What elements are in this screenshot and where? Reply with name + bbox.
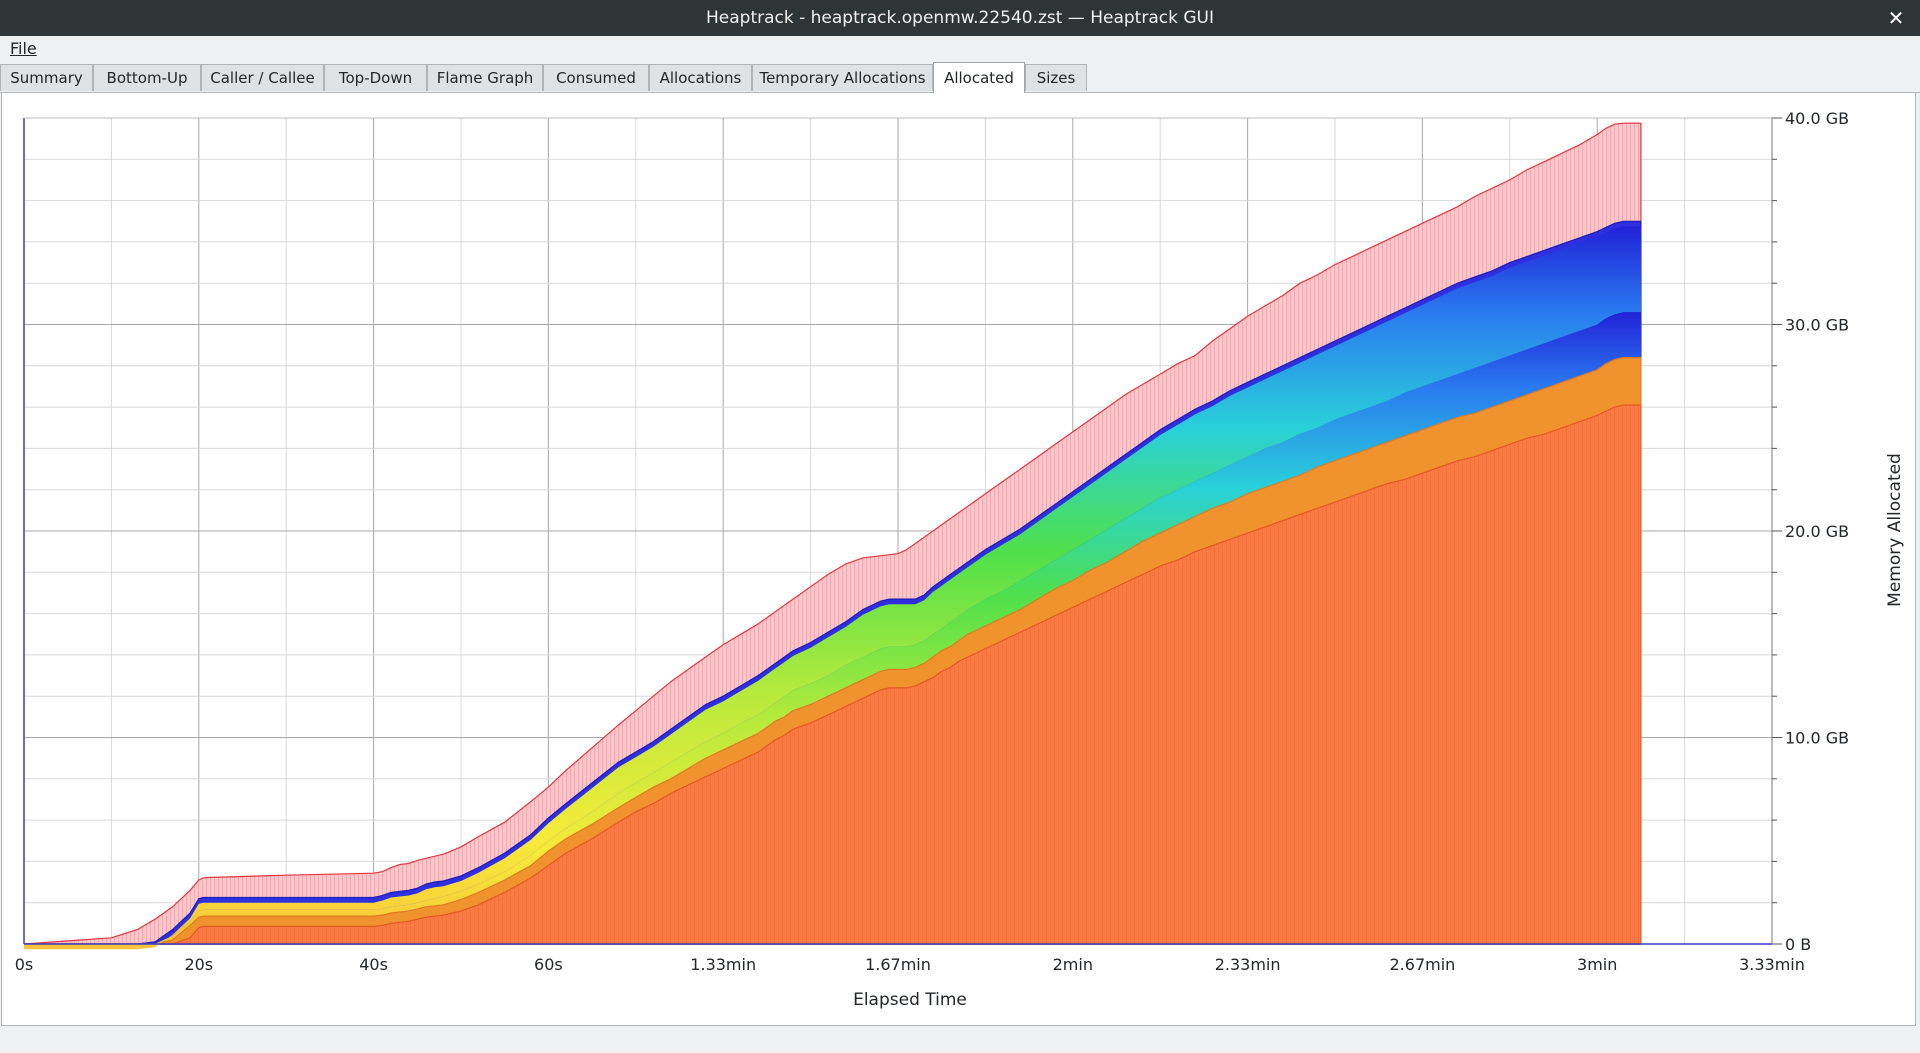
x-axis-title: Elapsed Time [853, 990, 967, 1010]
tab-caller-callee[interactable]: Caller / Callee [201, 64, 324, 91]
x-tick-label: 0s [15, 955, 34, 974]
x-tick-label: 1.33min [690, 955, 756, 974]
tab-label: Caller / Callee [210, 69, 315, 87]
tab-label: Bottom-Up [106, 69, 188, 87]
tab-label: Consumed [556, 69, 636, 87]
x-tick-label: 60s [534, 955, 563, 974]
area-series-gradient-band [24, 226, 1641, 950]
tab-label: Allocated [944, 69, 1014, 87]
tab-label: Top-Down [338, 69, 413, 87]
tab-label: Flame Graph [436, 69, 534, 87]
tab-bar: Summary Bottom-Up Caller / Callee Top-Do… [0, 62, 1920, 93]
tab-allocations[interactable]: Allocations [649, 64, 752, 91]
y-tick-label: 0 B [1785, 935, 1811, 954]
tab-summary[interactable]: Summary [0, 64, 93, 91]
chart-panel: 0 B 10.0 GB 20.0 GB 30.0 GB 40.0 GB 0s 20s 40s 6… [1, 92, 1916, 1026]
menu-file[interactable]: File [10, 39, 37, 58]
x-tick-label: 2min [1053, 955, 1093, 974]
tab-label: Summary [10, 69, 83, 87]
x-tick-label: 20s [184, 955, 213, 974]
menu-bar: File [0, 36, 1920, 62]
y-tick-label: 10.0 GB [1785, 729, 1849, 748]
y-tick-label: 40.0 GB [1785, 109, 1849, 128]
tab-allocated[interactable]: Allocated [933, 62, 1025, 93]
x-tick-label: 1.67min [865, 955, 931, 974]
tab-top-down[interactable]: Top-Down [324, 64, 427, 91]
tab-bottom-up[interactable]: Bottom-Up [93, 64, 201, 91]
chart-axes: 0 B 10.0 GB 20.0 GB 30.0 GB 40.0 GB 0s 20s 40s 6… [15, 109, 1849, 974]
tab-sizes[interactable]: Sizes [1025, 64, 1087, 91]
tab-temporary-allocations[interactable]: Temporary Allocations [752, 64, 933, 91]
allocated-chart[interactable]: 0 B 10.0 GB 20.0 GB 30.0 GB 40.0 GB 0s 20s 40s 6… [2, 93, 1915, 1025]
x-tick-label: 40s [359, 955, 388, 974]
window-title-bar: Heaptrack - heaptrack.openmw.22540.zst —… [0, 0, 1920, 36]
y-tick-label: 20.0 GB [1785, 522, 1849, 541]
tab-label: Allocations [659, 69, 742, 87]
x-tick-label: 3min [1577, 955, 1617, 974]
window-title: Heaptrack - heaptrack.openmw.22540.zst —… [706, 8, 1214, 28]
menu-file-label: File [10, 39, 37, 58]
tab-label: Temporary Allocations [759, 69, 926, 87]
tab-label: Sizes [1036, 69, 1076, 87]
close-icon[interactable]: ✕ [1887, 6, 1905, 30]
status-bar [0, 1026, 1920, 1053]
chart-series-group [23, 122, 1642, 950]
x-tick-label: 2.33min [1215, 955, 1281, 974]
tab-flame-graph[interactable]: Flame Graph [427, 64, 543, 91]
tab-consumed[interactable]: Consumed [543, 64, 649, 91]
area-series-base [24, 404, 1642, 945]
x-tick-label: 2.67min [1390, 955, 1456, 974]
x-tick-label: 3.33min [1739, 955, 1805, 974]
y-tick-label: 30.0 GB [1785, 316, 1849, 335]
y-axis-title: Memory Allocated [1885, 453, 1905, 607]
